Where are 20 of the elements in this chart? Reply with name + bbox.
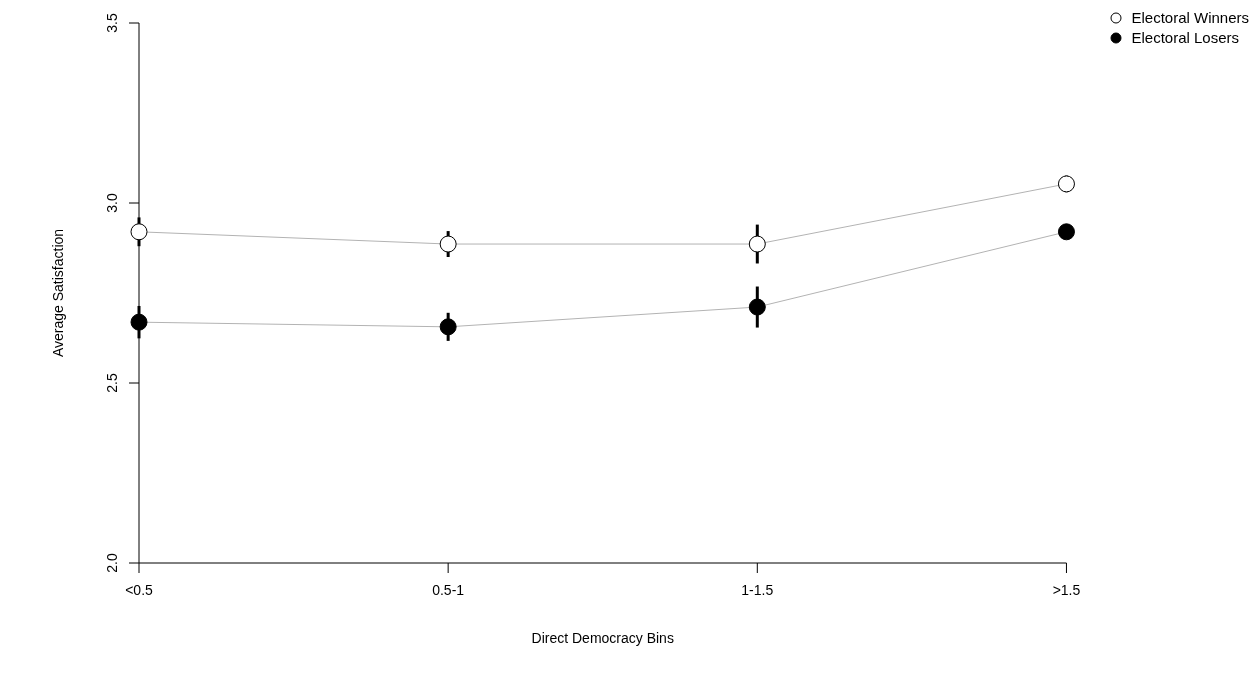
point xyxy=(439,235,457,253)
x-axis-title: Direct Democracy Bins xyxy=(531,630,674,646)
point xyxy=(1057,175,1075,193)
point xyxy=(748,235,766,253)
legend-label: Electoral Losers xyxy=(1131,28,1240,48)
x-tick-label: 1-1.5 xyxy=(741,581,774,598)
point xyxy=(748,298,766,316)
y-tick-label: 2.5 xyxy=(104,373,120,393)
y-tick-label: 3.5 xyxy=(104,13,120,33)
point xyxy=(130,223,148,241)
y-tick-label: 3.0 xyxy=(104,193,120,213)
x-tick-label: >1.5 xyxy=(1052,581,1081,598)
y-tick-label: 2.0 xyxy=(104,553,120,573)
x-tick-label: 0.5-1 xyxy=(432,581,465,598)
point xyxy=(130,313,148,331)
x-tick-label: <0.5 xyxy=(125,581,154,598)
point xyxy=(439,318,457,336)
legend-label: Electoral Winners xyxy=(1131,8,1249,28)
point xyxy=(1057,223,1075,241)
y-axis-title: Average Satisfaction xyxy=(49,228,66,358)
